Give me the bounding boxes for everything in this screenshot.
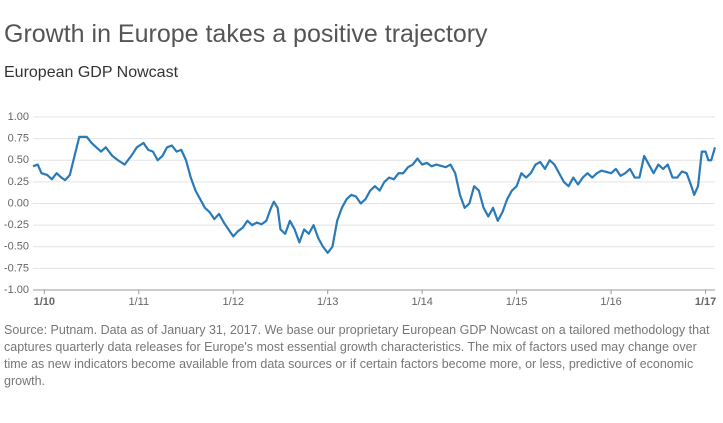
y-tick-label: 0.75 — [8, 133, 29, 145]
y-tick-label: -0.25 — [4, 219, 29, 231]
x-tick-label: 1/15 — [506, 296, 527, 308]
x-tick-label: 1/17 — [695, 296, 716, 308]
y-tick-label: 0.00 — [8, 197, 29, 209]
data-line — [32, 135, 717, 254]
chart-subtitle: European GDP Nowcast — [4, 64, 179, 81]
x-tick-label: 1/12 — [223, 296, 244, 308]
y-tick-label: -1.00 — [4, 284, 29, 296]
y-tick-label: 0.25 — [8, 176, 29, 188]
x-tick-label: 1/14 — [411, 296, 432, 308]
x-tick-label: 1/11 — [128, 296, 149, 308]
x-tick-label: 1/13 — [317, 296, 338, 308]
source-note: Source: Putnam. Data as of January 31, 2… — [4, 323, 710, 388]
y-tick-label: -0.50 — [4, 241, 29, 253]
chart: -1.00 -0.75 -0.50 -0.25 0.00 0.25 0.50 0.75 1.00… — [4, 111, 717, 308]
y-tick-label: 0.50 — [8, 154, 29, 166]
x-tick-label: 1/10 — [34, 296, 55, 308]
y-tick-label: -0.75 — [4, 262, 29, 274]
chart-title: Growth in Europe takes a positive trajec… — [4, 20, 488, 48]
y-tick-label: 1.00 — [8, 111, 29, 123]
x-tick-label: 1/16 — [600, 296, 621, 308]
